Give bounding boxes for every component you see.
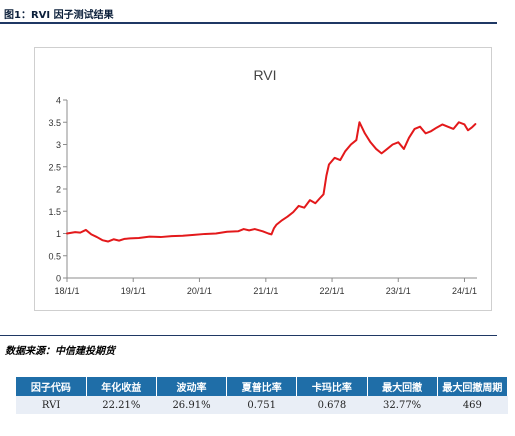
y-tick-label: 3.5 — [48, 118, 61, 128]
cell-max-drawdown-period: 469 — [437, 396, 508, 414]
header-calmar: 卡玛比率 — [296, 377, 368, 396]
metrics-header-row: 因子代码 年化收益 波动率 夏普比率 卡玛比率 最大回撤 最大回撤周期 — [16, 377, 509, 396]
y-tick-label: 1.5 — [48, 207, 61, 217]
y-tick-label: 2.5 — [48, 162, 61, 172]
header-sharpe: 夏普比率 — [226, 377, 298, 396]
header-max-drawdown: 最大回撤 — [367, 377, 438, 396]
y-tick-label: 3 — [56, 140, 61, 150]
header-factor-code: 因子代码 — [16, 377, 87, 396]
cell-calmar: 0.678 — [296, 396, 368, 414]
metrics-table: 因子代码 年化收益 波动率 夏普比率 卡玛比率 最大回撤 最大回撤周期 RVI … — [16, 377, 509, 414]
chart-frame: RVI 0 0.5 1 1.5 2 2.5 3 3.5 4 18/1/1 19/1/1 20/1/1… — [34, 47, 492, 311]
y-tick-label: 0 — [56, 274, 61, 284]
rvi-series-line — [66, 121, 477, 243]
bottom-rule — [0, 335, 497, 336]
header-max-drawdown-period: 最大回撤周期 — [437, 377, 509, 396]
x-axis-ticks: 18/1/1 19/1/1 20/1/1 21/1/1 22/1/1 23/1/1 24/1… — [54, 278, 477, 296]
x-tick-label: 23/1/1 — [386, 286, 411, 296]
y-tick-label: 1 — [56, 229, 61, 239]
x-tick-label: 21/1/1 — [253, 286, 278, 296]
cell-max-drawdown: 32.77% — [367, 396, 438, 414]
chart-axes — [66, 100, 477, 279]
top-rule — [0, 22, 497, 24]
cell-factor-code: RVI — [16, 396, 87, 414]
x-tick-label: 22/1/1 — [320, 286, 345, 296]
table-row: RVI 22.21% 26.91% 0.751 0.678 32.77% 469 — [16, 396, 508, 414]
header-volatility: 波动率 — [156, 377, 228, 396]
cell-volatility: 26.91% — [156, 396, 227, 414]
x-tick-label: 20/1/1 — [187, 286, 212, 296]
cell-annual-return: 22.21% — [86, 396, 157, 414]
x-tick-label: 24/1/1 — [452, 286, 477, 296]
x-tick-label: 19/1/1 — [121, 286, 146, 296]
y-tick-label: 0.5 — [48, 251, 61, 261]
figure-title: 图1：RVI 因子测试结果 — [4, 10, 114, 21]
y-axis-ticks: 0 0.5 1 1.5 2 2.5 3 3.5 4 — [48, 96, 67, 284]
header-annual-return: 年化收益 — [86, 377, 157, 396]
chart-title: RVI — [253, 67, 276, 83]
cell-sharpe: 0.751 — [226, 396, 297, 414]
y-tick-label: 2 — [56, 185, 61, 195]
rvi-line-chart: RVI 0 0.5 1 1.5 2 2.5 3 3.5 4 18/1/1 19/1/1 20/1/1… — [48, 67, 477, 296]
x-tick-label: 18/1/1 — [54, 286, 79, 296]
source-note: 数据来源：中信建投期货 — [5, 346, 115, 357]
series-group — [66, 121, 477, 243]
y-tick-label: 4 — [56, 96, 61, 106]
